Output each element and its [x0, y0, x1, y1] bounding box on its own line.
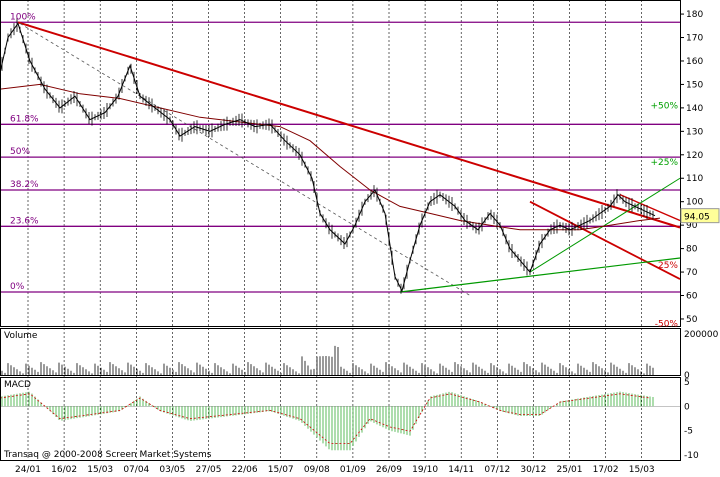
target-label: -50% — [655, 320, 679, 330]
x-tick-label: 15/07 — [268, 465, 294, 475]
panel-border-2 — [0, 377, 681, 461]
macd-title: MACD — [4, 380, 31, 390]
price-tick-label: 160 — [686, 57, 703, 67]
fib-label: 61.8% — [10, 114, 39, 124]
macd-tick-label: 5 — [684, 378, 690, 388]
grid-layer — [27, 0, 643, 460]
price-candles — [0, 17, 656, 294]
price-series — [0, 22, 656, 293]
labels: 24/01 16/02 15/03 07/04 03/05 27/05 22/06 15/07… — [3, 10, 720, 475]
main-downtrend-line — [17, 21, 681, 229]
last-price-label: 94.05 — [684, 213, 710, 223]
macd-signal-line — [0, 393, 651, 444]
x-tick-label: 15/03 — [629, 465, 655, 475]
macd-tick-label: 0 — [684, 402, 690, 412]
target-label: +50% — [650, 102, 678, 112]
x-tick-label: 30/12 — [520, 465, 546, 475]
x-tick-label: 27/05 — [196, 465, 222, 475]
x-tick-label: 19/10 — [412, 465, 438, 475]
price-tick-label: 130 — [686, 127, 703, 137]
target-label: 25% — [658, 261, 678, 271]
fib-label: 50% — [10, 147, 30, 157]
x-tick-label: 22/06 — [232, 465, 258, 475]
last-price-box — [680, 208, 720, 224]
x-tick-label: 07/04 — [123, 465, 149, 475]
price-tick-label: 110 — [686, 174, 703, 184]
copyright-label: Transaq @ 2000-2008 Screen Market System… — [3, 450, 212, 460]
fib-label: 100% — [10, 12, 36, 22]
target-label: +25% — [650, 158, 678, 168]
x-tick-label: 17/02 — [593, 465, 619, 475]
fib-label: 23.6% — [10, 216, 39, 226]
price-tick-label: 70 — [686, 268, 698, 278]
macd-histogram — [0, 391, 680, 451]
macd-tick-label: -10 — [684, 451, 699, 461]
volume-bars — [1, 345, 654, 375]
price-tick-label: 60 — [686, 292, 698, 302]
x-tick-label: 01/09 — [340, 465, 366, 475]
volume-title: Volume — [4, 331, 38, 341]
x-tick-label: 15/03 — [87, 465, 113, 475]
price-tick-label: 170 — [686, 34, 703, 44]
x-tick-label: 26/09 — [376, 465, 402, 475]
x-tick-label: 24/01 — [15, 465, 41, 475]
price-tick-label: 140 — [686, 104, 703, 114]
x-tick-label: 09/08 — [304, 465, 330, 475]
fib-label: 0% — [10, 282, 25, 292]
price-tick-label: 120 — [686, 151, 703, 161]
macd-tick-label: -5 — [684, 427, 693, 437]
price-tick-label: 150 — [686, 80, 703, 90]
volume-tick-label: 200000 — [684, 330, 719, 340]
x-tick-label: 16/02 — [51, 465, 77, 475]
axes — [0, 0, 684, 461]
x-tick-label: 07/12 — [484, 465, 510, 475]
dotted-trend-line — [19, 23, 471, 296]
trend-lines — [17, 21, 681, 296]
green-support-line — [399, 257, 681, 293]
x-tick-label: 03/05 — [159, 465, 185, 475]
x-tick-label: 25/01 — [557, 465, 583, 475]
panel-border-0 — [0, 0, 681, 327]
price-tick-label: 100 — [686, 198, 703, 208]
panel-border-1 — [0, 328, 681, 376]
green-rising-line — [529, 177, 681, 273]
price-tick-label: 80 — [686, 245, 698, 255]
price-tick-label: 180 — [686, 10, 703, 20]
upper-short-line — [619, 194, 681, 222]
volume-tick-label: 0 — [684, 371, 690, 381]
fib-label: 38.2% — [10, 180, 39, 190]
lower-channel-line — [529, 200, 681, 280]
price-tick-label: 50 — [686, 315, 698, 325]
fibonacci-levels — [0, 21, 680, 293]
price-tick-label: 90 — [686, 221, 698, 231]
x-tick-label: 14/11 — [448, 465, 474, 475]
